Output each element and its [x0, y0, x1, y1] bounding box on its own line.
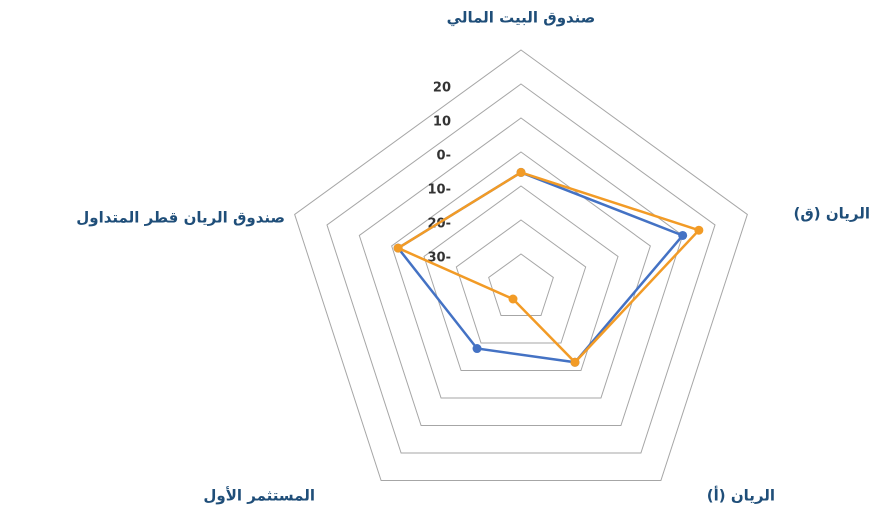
- y-tick-label: 10-: [428, 183, 452, 198]
- grid-ring: [488, 253, 554, 317]
- category-label: الريان (أ): [707, 486, 775, 505]
- y-tick-label: 20: [433, 81, 451, 96]
- series-line: [395, 171, 702, 365]
- grid-ring: [423, 185, 619, 372]
- grid-ring: [326, 83, 716, 454]
- grid-ring: [294, 49, 748, 482]
- series-marker: [472, 344, 482, 354]
- series-marker: [508, 294, 518, 304]
- category-label: صندوق البيت المالي: [447, 9, 596, 27]
- grid-ring: [391, 151, 651, 399]
- series-marker: [516, 167, 526, 177]
- category-label: الريان (ق): [793, 205, 870, 223]
- series-marker: [678, 230, 688, 240]
- grid-ring: [358, 117, 684, 427]
- series-marker: [393, 243, 403, 253]
- grid-ring: [455, 219, 587, 344]
- category-label: المستثمر الأول: [203, 487, 315, 505]
- category-label: صندوق الريان قطر المتداول: [76, 209, 285, 227]
- y-tick-label: 30-: [428, 251, 452, 266]
- y-tick-label: 0-: [437, 149, 451, 164]
- series-marker: [570, 357, 580, 367]
- y-tick-label: 10: [433, 115, 451, 130]
- series-marker: [694, 225, 704, 235]
